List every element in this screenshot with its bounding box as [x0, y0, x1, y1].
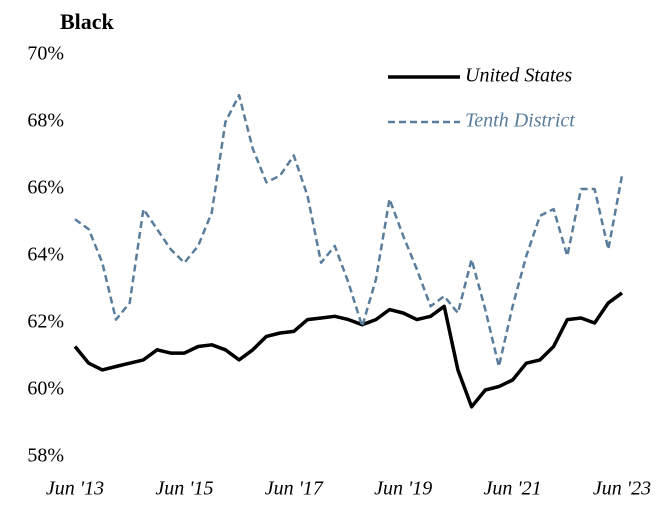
legend-label: Tenth District — [465, 110, 575, 132]
y-tick-label: 68% — [27, 110, 64, 132]
x-tick-label: Jun '19 — [374, 478, 432, 500]
x-tick-label: Jun '13 — [46, 478, 104, 500]
y-tick-label: 60% — [27, 378, 64, 400]
x-tick-label: Jun '15 — [155, 478, 213, 500]
y-tick-label: 58% — [27, 445, 64, 467]
legend-label: United States — [465, 65, 572, 87]
chart-title: Black — [60, 9, 115, 34]
y-tick-label: 62% — [27, 311, 64, 333]
y-tick-label: 70% — [27, 43, 64, 65]
data-line — [74, 93, 624, 368]
x-tick-label: Jun '21 — [484, 478, 542, 500]
y-tick-label: 64% — [27, 244, 64, 266]
data-line — [73, 291, 624, 409]
x-tick-label: Jun '17 — [265, 478, 324, 500]
y-tick-label: 66% — [27, 177, 64, 199]
x-tick-label: Jun '23 — [593, 478, 651, 500]
